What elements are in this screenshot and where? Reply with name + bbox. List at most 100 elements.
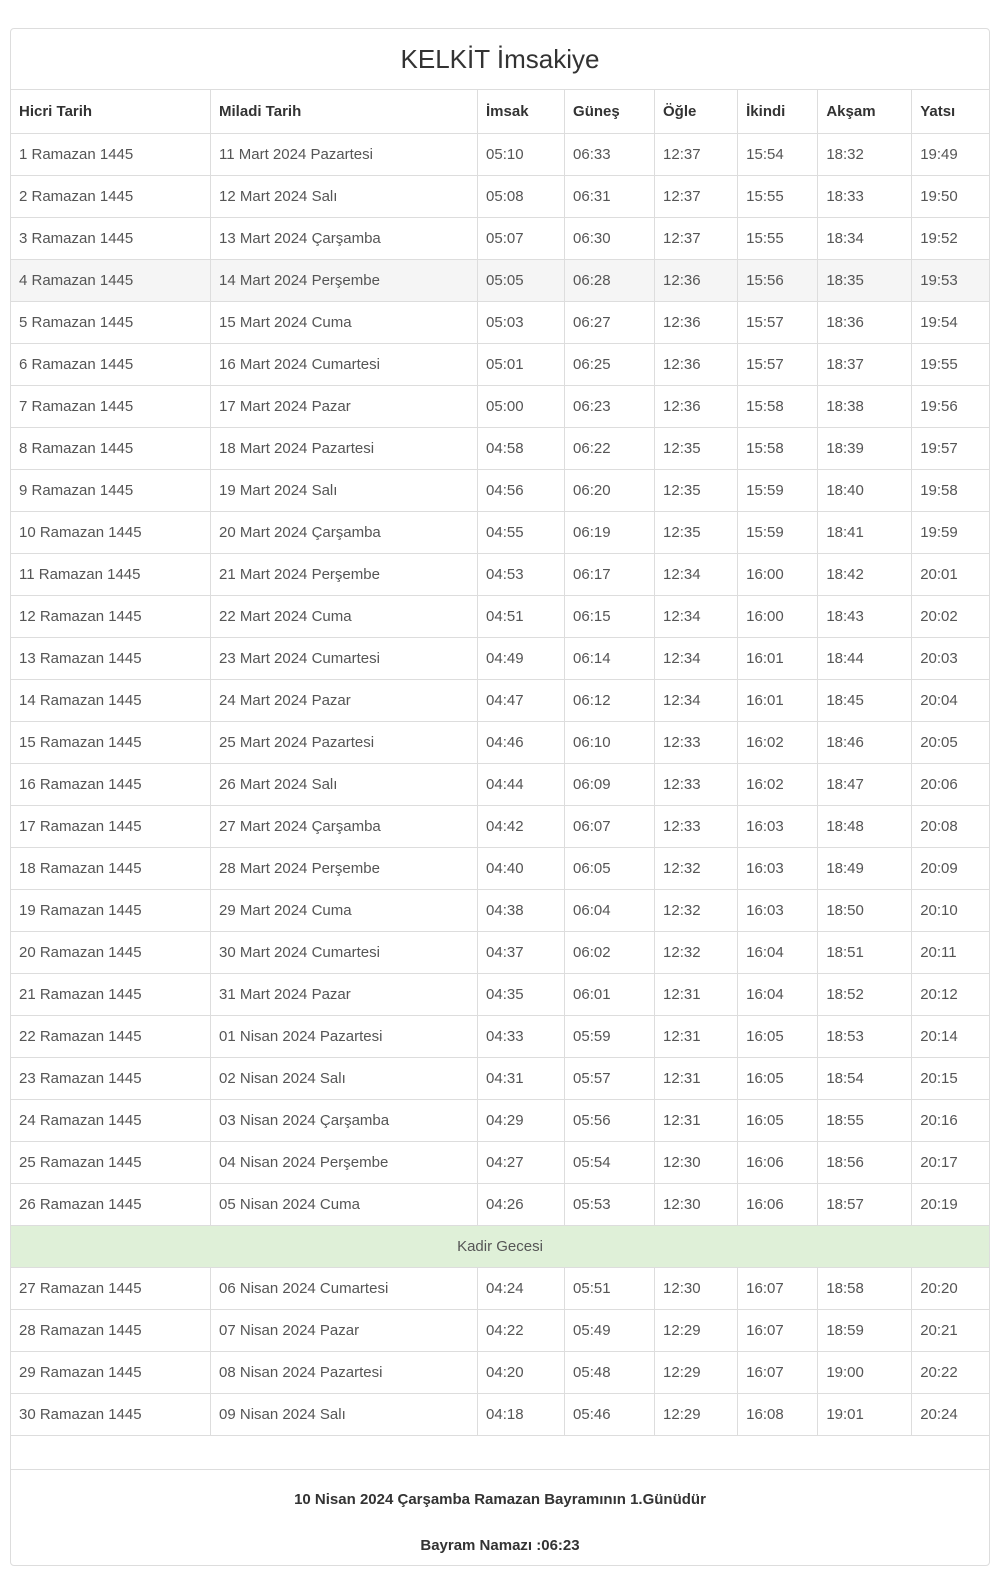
cell-yatsi: 19:56 [911, 385, 990, 428]
cell-aksam: 18:41 [817, 511, 913, 554]
cell-miladi-tarih: 05 Nisan 2024 Cuma [210, 1183, 479, 1226]
cell-miladi-tarih: 29 Mart 2024 Cuma [210, 889, 479, 932]
cell-yatsi: 20:03 [911, 637, 990, 680]
cell-miladi-tarih: 21 Mart 2024 Perşembe [210, 553, 479, 596]
cell-yatsi: 20:05 [911, 721, 990, 764]
cell-hicri-tarih: 28 Ramazan 1445 [10, 1309, 212, 1352]
cell-ikindi: 15:55 [737, 217, 819, 260]
cell-yatsi: 19:54 [911, 301, 990, 344]
cell-gunes: 06:02 [564, 931, 656, 974]
cell-gunes: 06:20 [564, 469, 656, 512]
cell-ikindi: 16:03 [737, 847, 819, 890]
cell-aksam: 18:33 [817, 175, 913, 218]
cell-hicri-tarih: 17 Ramazan 1445 [10, 805, 212, 848]
cell-yatsi: 20:11 [911, 931, 990, 974]
cell-hicri-tarih: 27 Ramazan 1445 [10, 1267, 212, 1310]
cell-gunes: 06:01 [564, 973, 656, 1016]
cell-ogle: 12:34 [654, 679, 739, 722]
cell-miladi-tarih: 03 Nisan 2024 Çarşamba [210, 1099, 479, 1142]
cell-imsak: 05:03 [477, 301, 566, 344]
table-row: 11 Ramazan 1445 21 Mart 2024 Perşembe 04:5… [10, 553, 990, 596]
cell-aksam: 18:47 [817, 763, 913, 806]
cell-ogle: 12:37 [654, 217, 739, 260]
table-row: 25 Ramazan 1445 04 Nisan 2024 Perşembe 04:… [10, 1141, 990, 1184]
footer-notes: 10 Nisan 2024 Çarşamba Ramazan Bayramını… [11, 1470, 989, 1565]
table-row: 9 Ramazan 1445 19 Mart 2024 Salı 04:56 06:2… [10, 469, 990, 512]
table-row: 21 Ramazan 1445 31 Mart 2024 Pazar 04:35 06… [10, 973, 990, 1016]
cell-yatsi: 20:17 [911, 1141, 990, 1184]
cell-hicri-tarih: 20 Ramazan 1445 [10, 931, 212, 974]
cell-miladi-tarih: 11 Mart 2024 Pazartesi [210, 133, 479, 176]
cell-gunes: 06:27 [564, 301, 656, 344]
imsakiye-card: KELKİT İmsakiye Hicri Tarih Miladi Tarih… [10, 28, 990, 1566]
cell-ikindi: 16:01 [737, 679, 819, 722]
cell-ogle: 12:33 [654, 721, 739, 764]
table-body: 1 Ramazan 1445 11 Mart 2024 Pazartesi 05:1… [10, 133, 990, 1436]
cell-miladi-tarih: 19 Mart 2024 Salı [210, 469, 479, 512]
table-row: 2 Ramazan 1445 12 Mart 2024 Salı 05:08 06:3… [10, 175, 990, 218]
cell-miladi-tarih: 06 Nisan 2024 Cumartesi [210, 1267, 479, 1310]
cell-miladi-tarih: 07 Nisan 2024 Pazar [210, 1309, 479, 1352]
cell-aksam: 18:35 [817, 259, 913, 302]
cell-gunes: 05:49 [564, 1309, 656, 1352]
cell-gunes: 06:04 [564, 889, 656, 932]
cell-yatsi: 20:01 [911, 553, 990, 596]
cell-gunes: 06:23 [564, 385, 656, 428]
cell-imsak: 04:27 [477, 1141, 566, 1184]
cell-ogle: 12:37 [654, 133, 739, 176]
table-row: 23 Ramazan 1445 02 Nisan 2024 Salı 04:31 05… [10, 1057, 990, 1100]
cell-ogle: 12:31 [654, 1015, 739, 1058]
cell-aksam: 18:44 [817, 637, 913, 680]
cell-hicri-tarih: 30 Ramazan 1445 [10, 1393, 212, 1436]
cell-ogle: 12:31 [654, 1099, 739, 1142]
cell-yatsi: 20:04 [911, 679, 990, 722]
cell-ogle: 12:36 [654, 259, 739, 302]
cell-ogle: 12:30 [654, 1267, 739, 1310]
cell-aksam: 18:57 [817, 1183, 913, 1226]
kadir-gecesi-row: Kadir Gecesi [10, 1225, 990, 1268]
cell-imsak: 04:35 [477, 973, 566, 1016]
cell-aksam: 18:53 [817, 1015, 913, 1058]
cell-hicri-tarih: 11 Ramazan 1445 [10, 553, 212, 596]
table-row: 13 Ramazan 1445 23 Mart 2024 Cumartesi 04:… [10, 637, 990, 680]
table-row: 27 Ramazan 1445 06 Nisan 2024 Cumartesi 04… [10, 1267, 990, 1310]
cell-aksam: 18:38 [817, 385, 913, 428]
cell-imsak: 04:47 [477, 679, 566, 722]
cell-gunes: 06:28 [564, 259, 656, 302]
cell-gunes: 06:12 [564, 679, 656, 722]
cell-aksam: 18:50 [817, 889, 913, 932]
cell-yatsi: 20:14 [911, 1015, 990, 1058]
cell-ogle: 12:36 [654, 301, 739, 344]
cell-ogle: 12:34 [654, 637, 739, 680]
cell-imsak: 04:53 [477, 553, 566, 596]
cell-yatsi: 20:12 [911, 973, 990, 1016]
col-header-ogle: Öğle [654, 89, 739, 134]
cell-ogle: 12:31 [654, 1057, 739, 1100]
cell-yatsi: 20:10 [911, 889, 990, 932]
cell-ikindi: 16:08 [737, 1393, 819, 1436]
cell-hicri-tarih: 29 Ramazan 1445 [10, 1351, 212, 1394]
cell-hicri-tarih: 21 Ramazan 1445 [10, 973, 212, 1016]
cell-imsak: 04:18 [477, 1393, 566, 1436]
col-header-hicri-tarih: Hicri Tarih [10, 89, 212, 134]
cell-miladi-tarih: 04 Nisan 2024 Perşembe [210, 1141, 479, 1184]
cell-aksam: 18:51 [817, 931, 913, 974]
cell-ogle: 12:31 [654, 973, 739, 1016]
cell-hicri-tarih: 8 Ramazan 1445 [10, 427, 212, 470]
cell-ogle: 12:33 [654, 805, 739, 848]
cell-miladi-tarih: 13 Mart 2024 Çarşamba [210, 217, 479, 260]
cell-imsak: 04:46 [477, 721, 566, 764]
cell-aksam: 18:43 [817, 595, 913, 638]
cell-yatsi: 20:22 [911, 1351, 990, 1394]
cell-hicri-tarih: 1 Ramazan 1445 [10, 133, 212, 176]
col-header-aksam: Akşam [817, 89, 913, 134]
cell-hicri-tarih: 15 Ramazan 1445 [10, 721, 212, 764]
cell-gunes: 06:17 [564, 553, 656, 596]
table-row: 7 Ramazan 1445 17 Mart 2024 Pazar 05:00 06:… [10, 385, 990, 428]
cell-yatsi: 19:57 [911, 427, 990, 470]
cell-hicri-tarih: 24 Ramazan 1445 [10, 1099, 212, 1142]
cell-miladi-tarih: 14 Mart 2024 Perşembe [210, 259, 479, 302]
cell-hicri-tarih: 14 Ramazan 1445 [10, 679, 212, 722]
cell-ikindi: 16:00 [737, 553, 819, 596]
cell-yatsi: 19:50 [911, 175, 990, 218]
